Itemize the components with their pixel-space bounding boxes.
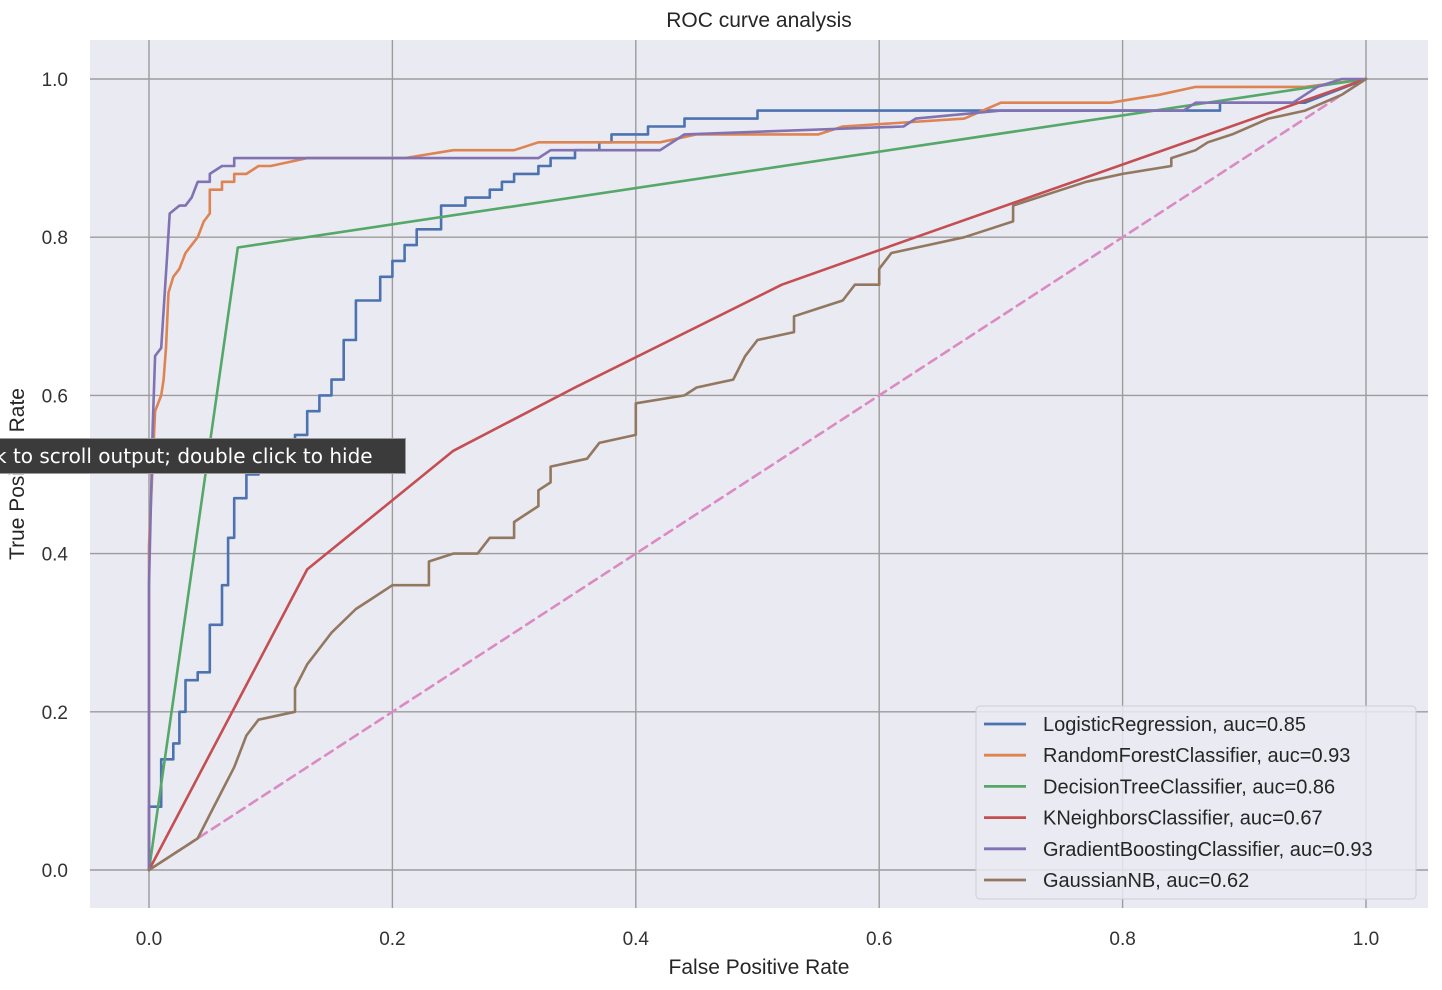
- legend-box: [975, 705, 1417, 900]
- x-tick-label: 0.4: [623, 929, 650, 950]
- series-line-randomforestclassifier: [147, 77, 1368, 872]
- series-line-kneighborsclassifier: [147, 77, 1368, 872]
- series-line-gaussiannb: [147, 77, 1368, 872]
- x-tick-label: 0.0: [136, 929, 162, 950]
- x-axis-label: False Positive Rate: [669, 956, 850, 979]
- y-tick-label: 0.4: [42, 545, 69, 566]
- legend-entry: GradientBoostingClassifier, auc=0.93: [1043, 839, 1373, 861]
- x-tick-label: 0.2: [379, 929, 405, 950]
- y-axis-label: True Positive Rate: [6, 388, 29, 560]
- legend-entry: KNeighborsClassifier, auc=0.67: [1043, 808, 1323, 830]
- output-tooltip[interactable]: k to scroll output; double click to hide: [0, 438, 406, 474]
- series-lines: [147, 77, 1368, 872]
- y-tick-label: 0.2: [42, 703, 68, 724]
- y-tick-label: 0.0: [42, 861, 68, 882]
- legend-entry: DecisionTreeClassifier, auc=0.86: [1043, 776, 1335, 798]
- x-tick-label: 0.6: [866, 929, 892, 950]
- y-tick-label: 0.8: [42, 228, 68, 249]
- tick-labels: 0.0 0.0 0.2 0.2 0.4 0.4 0.6 0.6 0.8 0.8 1.0 1.0: [42, 70, 1380, 950]
- x-tick-label: 1.0: [1353, 929, 1379, 950]
- legend: LogisticRegression, auc=0.85 RandomForest…: [975, 705, 1417, 900]
- x-tick-label: 0.8: [1109, 929, 1135, 950]
- series-line-decisiontreeclassifier: [147, 77, 1368, 872]
- chance-diagonal-line: [147, 77, 1368, 872]
- series-line-gradientboostingclassifier: [147, 77, 1368, 872]
- legend-entry: RandomForestClassifier, auc=0.93: [1043, 745, 1350, 767]
- chart-title: ROC curve analysis: [666, 9, 852, 32]
- y-tick-label: 0.6: [42, 386, 68, 407]
- legend-entry: GaussianNB, auc=0.62: [1043, 870, 1249, 892]
- y-tick-label: 1.0: [42, 70, 68, 91]
- legend-entry: LogisticRegression, auc=0.85: [1043, 714, 1306, 736]
